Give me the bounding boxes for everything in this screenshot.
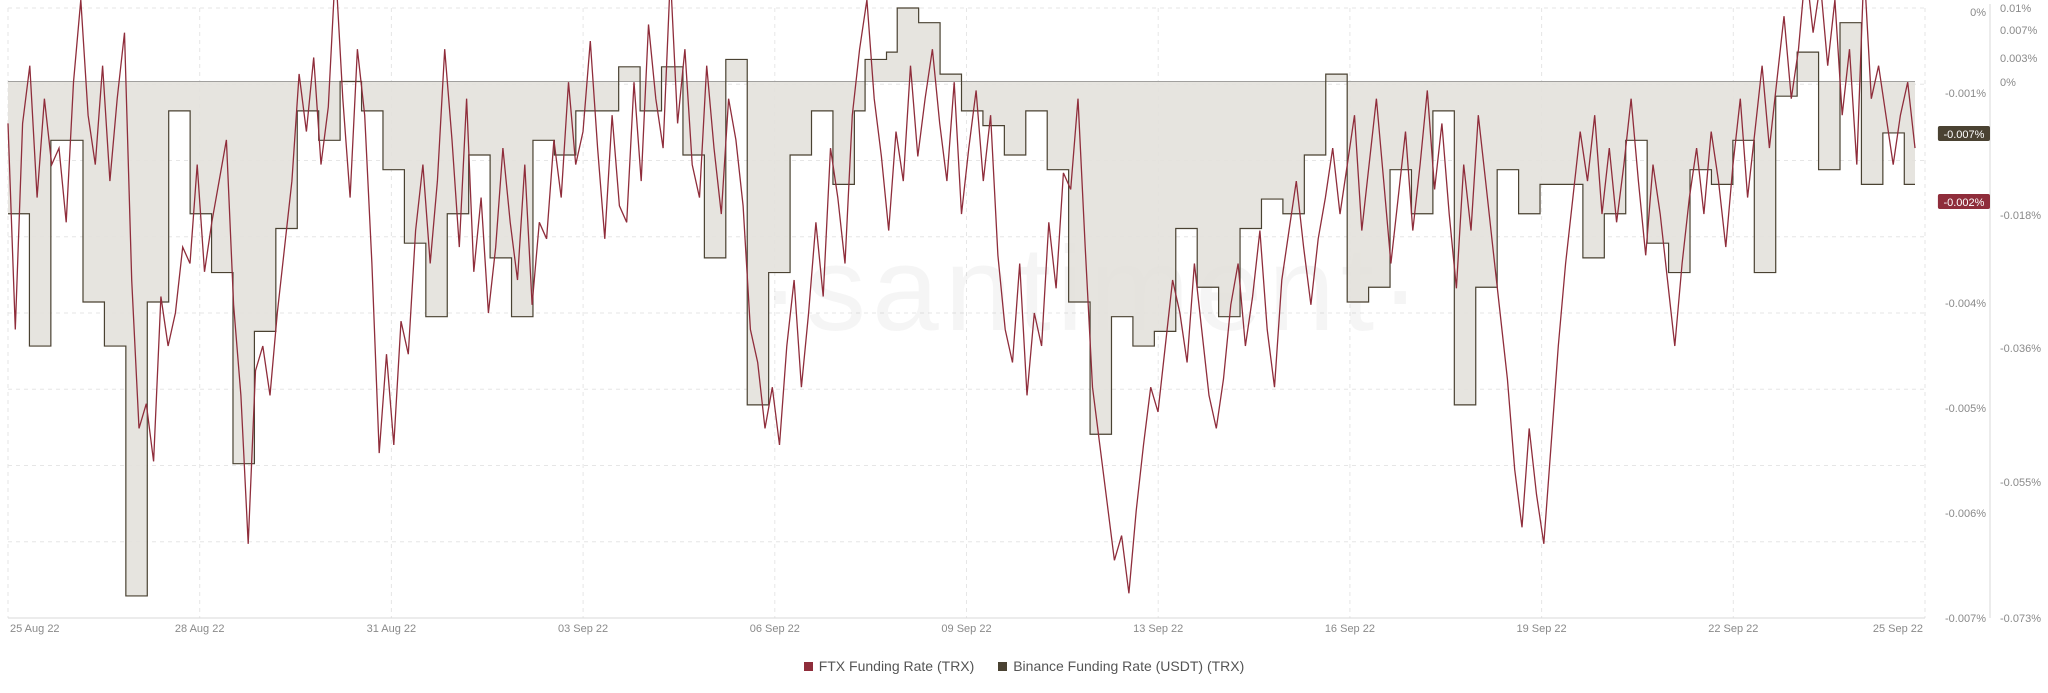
y-right-tick-label: -0.036% — [2000, 343, 2041, 355]
x-tick-label: 31 Aug 22 — [367, 623, 417, 635]
x-tick-label: 09 Sep 22 — [941, 623, 991, 635]
binance-current-value: -0.007% — [1937, 126, 1990, 141]
x-tick-label: 16 Sep 22 — [1325, 623, 1375, 635]
y-right-tick-label: 0.01% — [2000, 3, 2031, 15]
y-left-tick-label: 0% — [1970, 7, 1986, 19]
legend-item-binance[interactable]: Binance Funding Rate (USDT) (TRX) — [998, 658, 1244, 674]
x-axis: 25 Aug 22 28 Aug 22 31 Aug 22 03 Sep 22 06 S… — [10, 623, 1923, 635]
legend-label-ftx: FTX Funding Rate (TRX) — [818, 658, 975, 674]
y-axis-left: 0% -0.001% -0.002% -0.004% -0.005% -0.006% -0.… — [1945, 7, 1986, 625]
y-right-tick-label: 0.003% — [2000, 53, 2038, 65]
x-tick-label: 19 Sep 22 — [1517, 623, 1567, 635]
chart-legend: FTX Funding Rate (TRX) Binance Funding R… — [0, 658, 2048, 674]
y-right-tick-label: 0% — [2000, 77, 2016, 89]
x-tick-label: 06 Sep 22 — [750, 623, 800, 635]
x-tick-label: 25 Sep 22 — [1873, 623, 1923, 635]
y-right-tick-label: -0.073% — [2000, 613, 2041, 625]
y-left-tick-label: -0.005% — [1945, 403, 1986, 415]
binance-current-value-bg — [1937, 126, 1990, 141]
x-tick-label: 28 Aug 22 — [175, 623, 225, 635]
legend-swatch-binance — [998, 662, 1008, 671]
x-tick-label: 03 Sep 22 — [558, 623, 608, 635]
x-tick-label: 13 Sep 22 — [1133, 623, 1183, 635]
binance-current-value-text: -0.007% — [1943, 129, 1984, 141]
legend-swatch-ftx — [803, 662, 813, 671]
ftx-series-line — [7, 0, 1916, 594]
y-left-tick-label: -0.004% — [1945, 298, 1986, 310]
binance-series-line — [8, 7, 1915, 597]
current-value-labels: -0.007% -0.002% — [1937, 126, 1990, 209]
y-axis-right: 0.01% 0.007% 0.003% 0% -0.018% -0.036% -0.055%… — [2000, 3, 2041, 625]
x-tick-label: 22 Sep 22 — [1708, 623, 1758, 635]
legend-label-binance: Binance Funding Rate (USDT) (TRX) — [1013, 658, 1245, 674]
y-left-tick-label: -0.001% — [1945, 88, 1986, 100]
y-right-tick-label: -0.055% — [2000, 477, 2041, 489]
ftx-current-value-text: -0.002% — [1943, 197, 1984, 209]
y-right-tick-label: -0.018% — [2000, 210, 2041, 222]
ftx-current-value: -0.002% — [1937, 194, 1990, 209]
x-tick-label: 25 Aug 22 — [10, 623, 60, 635]
series-lines — [7, 0, 1916, 597]
ftx-current-value-bg — [1937, 194, 1990, 209]
y-left-tick-label: -0.006% — [1945, 508, 1986, 520]
y-left-tick-label: -0.007% — [1945, 613, 1986, 625]
y-right-tick-label: 0.007% — [2000, 25, 2038, 37]
legend-item-ftx[interactable]: FTX Funding Rate (TRX) — [803, 658, 975, 674]
